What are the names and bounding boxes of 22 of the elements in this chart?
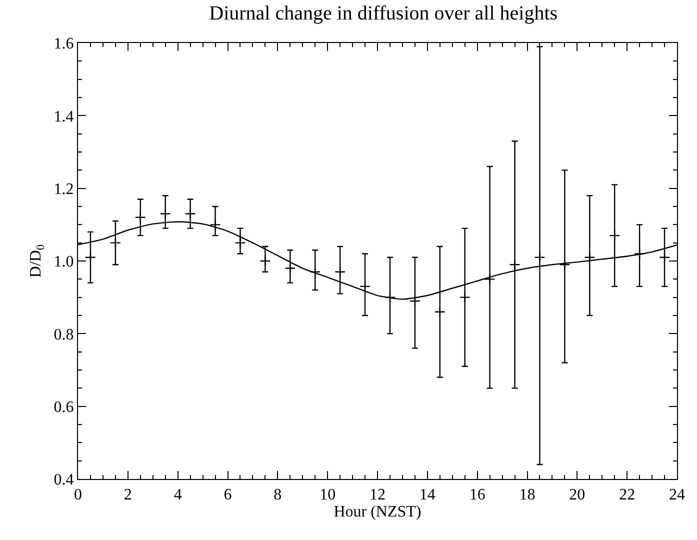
chart-title: Diurnal change in diffusion over all heights	[209, 2, 558, 24]
y-tick-label: 1.6	[54, 36, 74, 53]
y-tick-label: 0.4	[54, 472, 74, 489]
y-tick-label: 0.6	[54, 398, 74, 416]
y-tick-label: 1.4	[54, 108, 74, 126]
x-tick-label: 24	[669, 486, 685, 504]
x-tick-label: 12	[370, 486, 386, 504]
x-tick-label: 18	[519, 486, 536, 504]
x-tick-label: 6	[224, 486, 232, 504]
x-tick-label: 4	[174, 486, 182, 504]
x-axis-title: Hour (NZST)	[334, 503, 422, 520]
x-tick-label: 22	[619, 486, 636, 504]
y-tick-label: 1.0	[54, 254, 74, 271]
x-tick-label: 2	[124, 486, 132, 504]
y-tick-label: 1.2	[54, 180, 74, 198]
x-tick-label: 16	[469, 486, 486, 504]
x-tick-label: 8	[274, 486, 282, 504]
x-tick-label: 20	[569, 486, 586, 504]
x-tick-label: 10	[320, 486, 336, 504]
y-tick-label: 0.8	[54, 326, 74, 344]
x-tick-label: 0	[74, 486, 82, 504]
x-tick-label: 14	[419, 486, 436, 504]
